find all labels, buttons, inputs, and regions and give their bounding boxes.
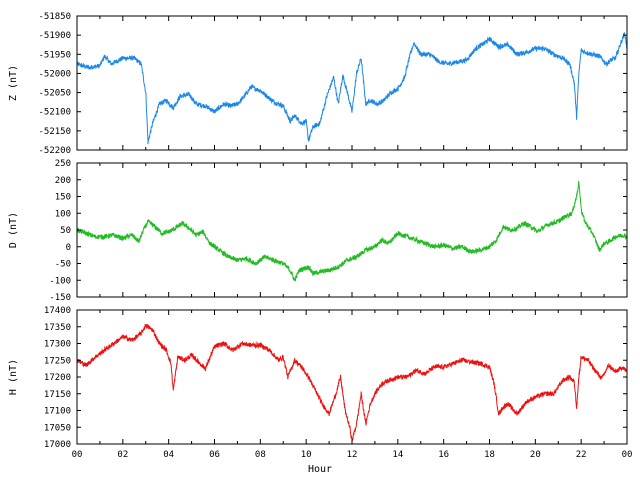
y-tick-label: 17050 <box>44 423 71 433</box>
x-tick-label: 04 <box>163 450 174 460</box>
y-tick-label: 250 <box>55 159 71 169</box>
x-tick-label: 06 <box>209 450 220 460</box>
y-tick-label: -52000 <box>38 69 71 79</box>
y-tick-label: 17000 <box>44 440 71 450</box>
series-line <box>76 180 628 282</box>
y-axis-title: Z (nT) <box>8 65 19 101</box>
panel-2: 17400 17350 17300 17250 17200 17150 17100 17050… <box>8 306 632 460</box>
y-tick-label: -100 <box>49 276 71 286</box>
panel-1: 250 200 150 100 50 0 -50 -100 -150 D (nT) <box>8 159 628 303</box>
y-tick-label: -52200 <box>38 146 71 156</box>
y-tick-label: -50 <box>55 260 71 270</box>
y-tick-label: -51850 <box>38 12 71 22</box>
x-tick-label: 16 <box>438 450 449 460</box>
x-tick-label: 14 <box>392 450 403 460</box>
y-tick-label: 200 <box>55 176 71 186</box>
y-tick-label: 17400 <box>44 306 71 316</box>
x-tick-label: 00 <box>72 450 83 460</box>
y-tick-label: 17350 <box>44 323 71 333</box>
y-tick-label: -52050 <box>38 89 71 99</box>
y-tick-label: 17300 <box>44 340 71 350</box>
y-tick-label: -51950 <box>38 50 71 60</box>
x-tick-label: 10 <box>301 450 312 460</box>
y-tick-label: 17200 <box>44 373 71 383</box>
y-axis-title: D (nT) <box>8 212 19 248</box>
x-tick-label: 12 <box>347 450 358 460</box>
y-tick-label: -51900 <box>38 31 71 41</box>
y-tick-label: 17150 <box>44 390 71 400</box>
x-tick-label: 22 <box>576 450 587 460</box>
y-axis-title: H (nT) <box>8 359 19 395</box>
chart-panels: -51850 -51900 -51950 -52000 -52050 -52100 -521… <box>8 12 632 460</box>
y-tick-label: 100 <box>55 209 71 219</box>
x-tick-label: 00 <box>622 450 633 460</box>
y-tick-label: 50 <box>60 226 71 236</box>
y-tick-label: -150 <box>49 293 71 303</box>
y-tick-label: 17100 <box>44 407 71 417</box>
x-tick-label: 02 <box>117 450 128 460</box>
y-tick-label: -52150 <box>38 127 71 137</box>
x-axis-title: Hour <box>308 464 332 475</box>
panel-0: -51850 -51900 -51950 -52000 -52050 -52100 -521… <box>8 12 628 156</box>
x-tick-label: 18 <box>484 450 495 460</box>
y-tick-label: -52100 <box>38 108 71 118</box>
y-tick-label: 150 <box>55 193 71 203</box>
x-tick-label: 08 <box>255 450 266 460</box>
series-line <box>76 32 628 145</box>
y-tick-label: 17250 <box>44 356 71 366</box>
x-tick-label: 20 <box>530 450 541 460</box>
y-tick-label: 0 <box>66 243 71 253</box>
